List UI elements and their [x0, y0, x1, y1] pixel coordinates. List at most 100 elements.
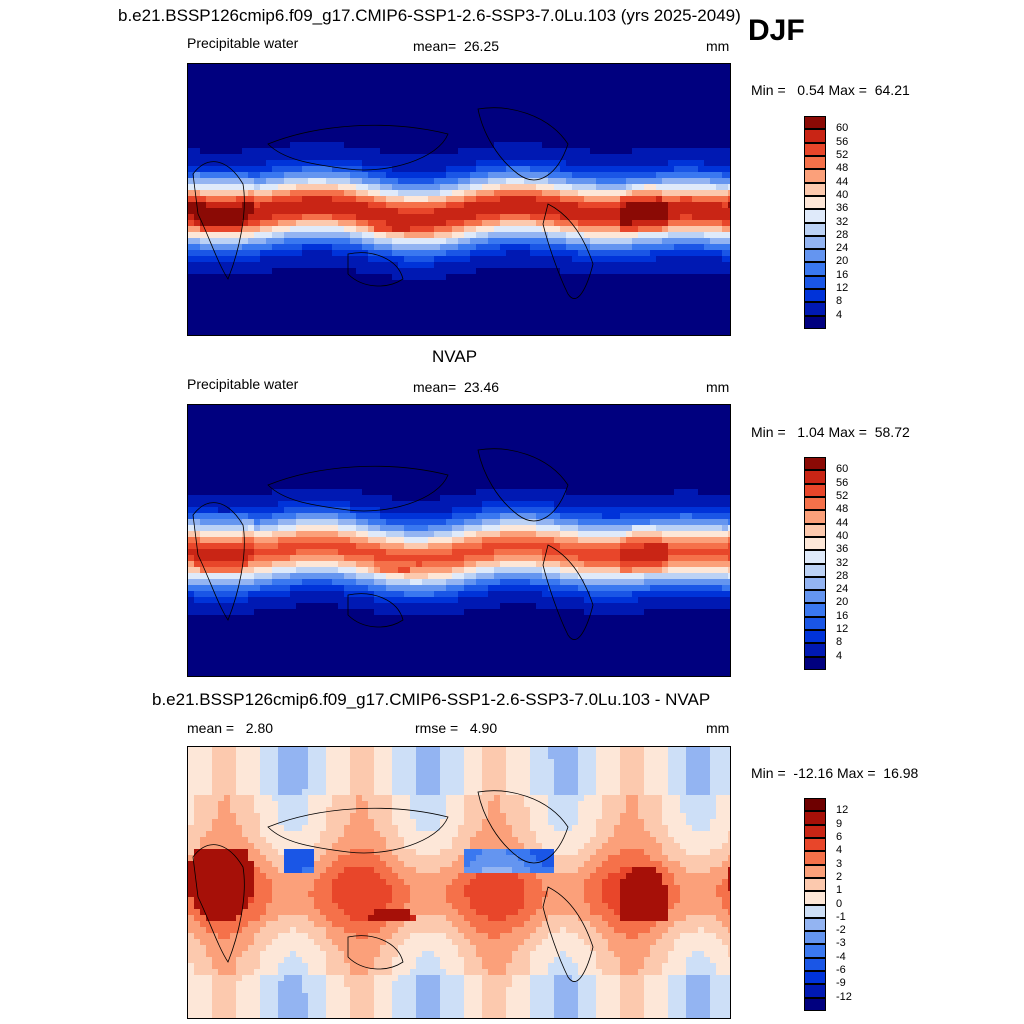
heatmap-cell	[314, 124, 321, 131]
heatmap-cell	[380, 429, 387, 436]
heatmap-cell	[410, 100, 417, 107]
heatmap-cell	[284, 250, 291, 257]
heatmap-cell	[680, 184, 687, 191]
heatmap-cell	[452, 64, 459, 71]
heatmap-cell	[590, 435, 597, 442]
heatmap-cell	[374, 184, 381, 191]
heatmap-cell	[542, 274, 549, 281]
heatmap-cell	[206, 82, 213, 89]
heatmap-cell	[314, 405, 321, 412]
heatmap-cell	[710, 232, 717, 239]
heatmap-cell	[260, 166, 267, 173]
heatmap-cell	[278, 447, 285, 454]
heatmap-cell	[692, 94, 699, 101]
heatmap-cell	[608, 304, 615, 311]
heatmap-cell	[212, 435, 219, 442]
heatmap-cell	[698, 94, 705, 101]
heatmap-cell	[314, 316, 321, 323]
heatmap-cell	[662, 106, 669, 113]
heatmap-cell	[392, 286, 399, 293]
heatmap-cell	[650, 82, 657, 89]
heatmap-cell	[332, 64, 339, 71]
heatmap-cell	[218, 298, 225, 305]
heatmap-cell	[500, 447, 507, 454]
heatmap-cell	[698, 274, 705, 281]
heatmap-cell	[716, 100, 723, 107]
heatmap-cell	[650, 106, 657, 113]
heatmap-cell	[674, 88, 681, 95]
heatmap-cell	[542, 280, 549, 287]
heatmap-cell	[218, 405, 225, 412]
heatmap-cell	[674, 64, 681, 71]
heatmap-cell	[350, 411, 357, 418]
heatmap-cell	[686, 172, 693, 179]
heatmap-cell	[716, 142, 723, 149]
heatmap-cell	[350, 274, 357, 281]
heatmap-cell	[446, 136, 453, 143]
heatmap-cell	[698, 292, 705, 299]
heatmap-cell	[314, 154, 321, 161]
heatmap-cell	[272, 435, 279, 442]
heatmap-cell	[194, 190, 201, 197]
heatmap-cell	[374, 76, 381, 83]
heatmap-cell	[320, 238, 327, 245]
heatmap-cell	[476, 106, 483, 113]
heatmap-cell	[554, 142, 561, 149]
heatmap-cell	[236, 322, 243, 329]
heatmap-cell	[410, 298, 417, 305]
heatmap-cell	[692, 100, 699, 107]
heatmap-cell	[374, 112, 381, 119]
heatmap-cell	[422, 292, 429, 299]
heatmap-cell	[710, 208, 717, 215]
heatmap-cell	[230, 88, 237, 95]
heatmap-cell	[386, 172, 393, 179]
heatmap-cell	[560, 70, 567, 77]
heatmap-cell	[374, 322, 381, 329]
heatmap-cell	[536, 106, 543, 113]
heatmap-cell	[464, 435, 471, 442]
heatmap-cell	[320, 411, 327, 418]
heatmap-cell	[680, 286, 687, 293]
heatmap-cell	[698, 70, 705, 77]
heatmap-cell	[704, 214, 711, 221]
heatmap-cell	[446, 148, 453, 155]
heatmap-cell	[434, 166, 441, 173]
heatmap-cell	[638, 244, 645, 251]
heatmap-cell	[476, 304, 483, 311]
heatmap-cell	[254, 118, 261, 125]
heatmap-cell	[542, 256, 549, 263]
heatmap-cell	[704, 136, 711, 143]
heatmap-cell	[692, 405, 699, 412]
heatmap-cell	[404, 268, 411, 275]
heatmap-cell	[578, 405, 585, 412]
heatmap-cell	[302, 172, 309, 179]
heatmap-cell	[644, 238, 651, 245]
heatmap-cell	[362, 232, 369, 239]
heatmap-cell	[368, 112, 375, 119]
heatmap-cell	[524, 262, 531, 269]
heatmap-cell	[200, 184, 207, 191]
heatmap-cell	[686, 190, 693, 197]
heatmap-cell	[644, 190, 651, 197]
heatmap-cell	[458, 441, 465, 448]
heatmap-cell	[572, 112, 579, 119]
heatmap-cell	[218, 100, 225, 107]
heatmap-cell	[320, 70, 327, 77]
heatmap-cell	[446, 417, 453, 424]
heatmap-cell	[458, 286, 465, 293]
heatmap-cell	[410, 322, 417, 329]
heatmap-cell	[236, 208, 243, 215]
heatmap-cell	[224, 214, 231, 221]
heatmap-cell	[440, 202, 447, 209]
heatmap-cell	[254, 112, 261, 119]
heatmap-cell	[650, 322, 657, 329]
heatmap-cell	[602, 411, 609, 418]
heatmap-cell	[698, 190, 705, 197]
heatmap-cell	[452, 232, 459, 239]
heatmap-cell	[386, 208, 393, 215]
heatmap-cell	[464, 166, 471, 173]
heatmap-cell	[434, 130, 441, 137]
heatmap-cell	[380, 160, 387, 167]
heatmap-cell	[506, 316, 513, 323]
heatmap-cell	[224, 166, 231, 173]
